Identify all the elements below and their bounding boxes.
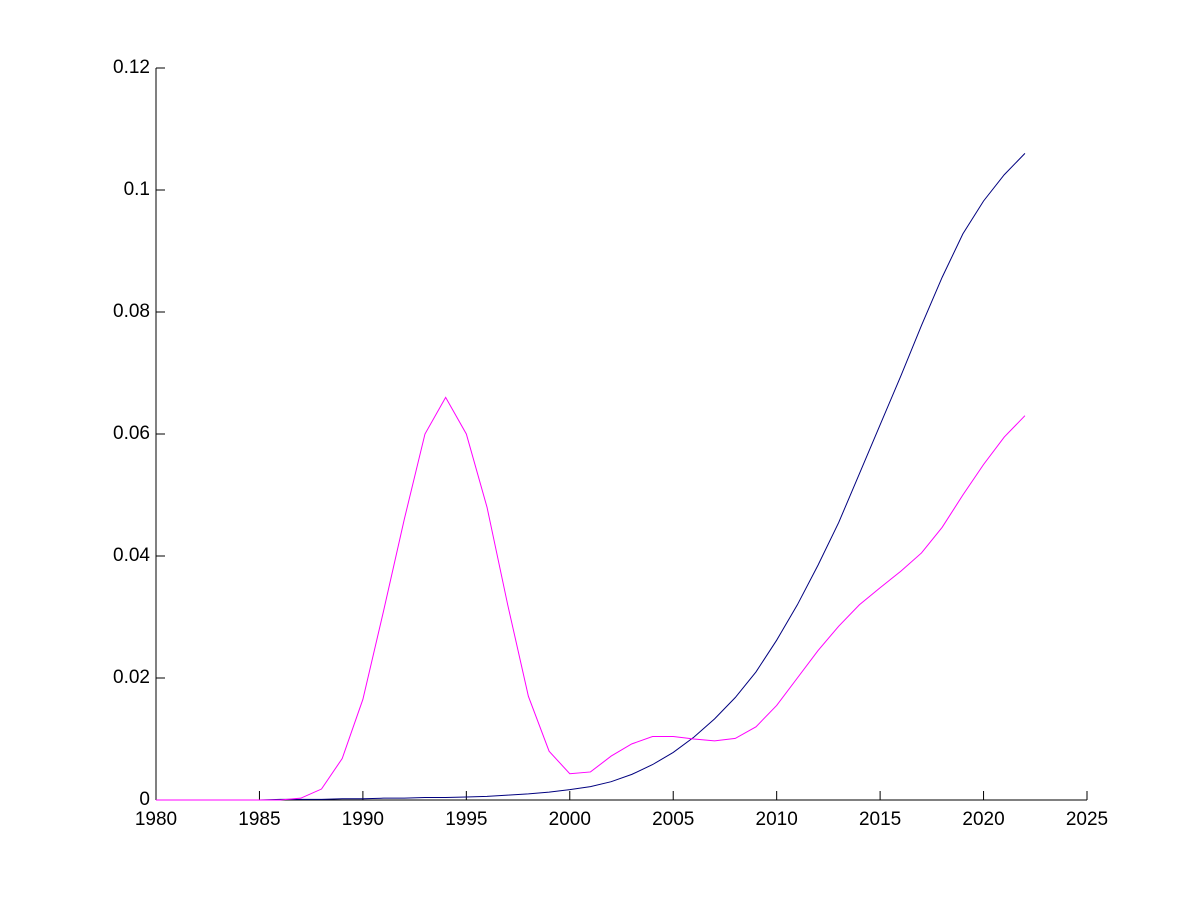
- x-tick-label: 2015: [859, 809, 901, 830]
- y-tick-label: 0.06: [113, 423, 150, 444]
- x-tick-label: 1990: [342, 809, 384, 830]
- y-tick-label: 0.04: [113, 545, 150, 566]
- y-tick-label: 0.12: [113, 57, 150, 78]
- y-tick-label: 0.08: [113, 301, 150, 322]
- x-tick-label: 2025: [1066, 809, 1108, 830]
- y-tick-label: 0.02: [113, 667, 150, 688]
- x-tick-label: 1985: [238, 809, 280, 830]
- x-tick-label: 2010: [756, 809, 798, 830]
- x-tick-label: 1995: [445, 809, 487, 830]
- series-line: [156, 153, 1026, 801]
- y-tick-label: 0: [139, 789, 150, 810]
- y-tick-label: 0.1: [124, 179, 150, 200]
- x-tick-label: 2000: [549, 809, 591, 830]
- x-tick-label: 1980: [135, 809, 177, 830]
- series-line: [156, 396, 1026, 801]
- x-tick-label: 2020: [962, 809, 1004, 830]
- x-tick-label: 2005: [652, 809, 694, 830]
